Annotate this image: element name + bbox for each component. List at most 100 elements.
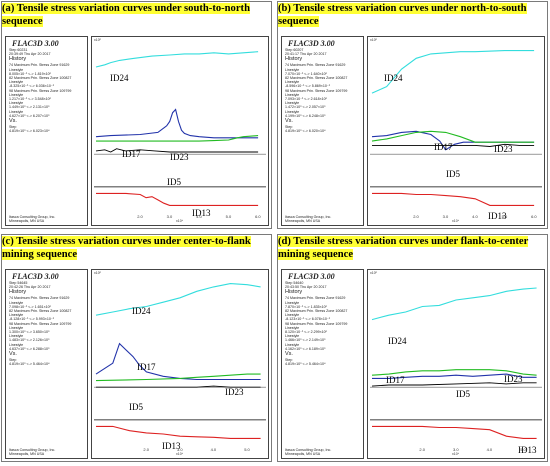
history-line: -8.596×10⁻¹ <-> 5.869×10⁻¹ <box>285 84 330 89</box>
series-label-id13: ID13 <box>488 211 507 221</box>
history-line: Linestyle <box>285 334 300 339</box>
software-name: FLAC3D 3.00 <box>12 272 59 281</box>
x-tick-label: 3.0 <box>443 214 449 219</box>
series-label-id23: ID23 <box>504 374 523 384</box>
x-tick-label: 2.0 <box>413 214 419 219</box>
chart-panel-0: (a) Tensile stress variation curves unde… <box>1 1 272 229</box>
history-line: 4.627×10⁰ <-> 6.207×10⁰ <box>9 113 50 118</box>
series-label-id23: ID23 <box>225 387 244 397</box>
chart-panel-3: (d) Tensile stress variation curves unde… <box>277 234 548 462</box>
history-line: 74 Maximum Prin. Stress Zone 91629 <box>9 296 70 301</box>
x-exponent: x10⁴ <box>176 452 184 456</box>
x-exponent: x10⁴ <box>452 452 460 456</box>
series-line-id24 <box>371 50 535 94</box>
panel-caption: (d) Tensile stress variation curves unde… <box>278 235 547 269</box>
series-line-id24 <box>371 287 537 321</box>
timestamp: 20:42:26 Thu Apr 20 2017 <box>9 285 51 290</box>
history-heading: History <box>9 289 27 296</box>
history-line: 1.449×10⁰ <-> 2.131×10⁰ <box>9 105 50 110</box>
software-name: FLAC3D 3.00 <box>288 272 335 281</box>
series-line-id5 <box>372 143 535 147</box>
history-line: 98 Maximum Prin. Stress Zone 109799 <box>9 88 72 93</box>
chart-panel-1: (b) Tensile stress variation curves unde… <box>277 1 548 229</box>
legend-sidebar: FLAC3D 3.00 Step 60231 20:39:49 Thu Apr … <box>5 36 88 226</box>
series-line-id17 <box>95 342 261 381</box>
series-line-id17 <box>95 108 259 139</box>
x-tick-label: 4.0 <box>196 214 202 219</box>
history-line: Linestyle <box>9 342 24 347</box>
history-line: 98 Maximum Prin. Stress Zone 109799 <box>9 321 72 326</box>
history-line: Linestyle <box>9 109 24 114</box>
software-name: FLAC3D 3.00 <box>12 39 59 48</box>
series-label-id13: ID13 <box>162 441 181 451</box>
vendor-footer: Itasca Consulting Group, Inc. Minneapoli… <box>9 448 55 456</box>
vs-heading: Vs. <box>285 351 293 358</box>
step-count: Step 54640 <box>285 281 304 285</box>
timestamp: 20:43:50 Thu Apr 20 2017 <box>285 285 327 290</box>
vs-line: 4.819×10⁰ <-> 6.023×10⁴ <box>9 129 50 134</box>
legend-sidebar: FLAC3D 3.00 Step 54640 20:43:50 Thu Apr … <box>281 269 364 459</box>
vs-heading: Vs. <box>9 351 17 358</box>
caption-text: (b) Tensile stress variation curves unde… <box>278 3 527 27</box>
legend-sidebar: FLAC3D 3.00 Step 60207 20:41:17 Thu Apr … <box>281 36 364 226</box>
history-line: 82 Maximum Prin. Stress Zone 100827 <box>9 309 72 314</box>
step-count: Step 54645 <box>9 281 28 285</box>
series-label-id24: ID24 <box>384 73 403 83</box>
history-line: Linestyle <box>285 300 300 305</box>
plot-area: 2.0 3.0 4.0 5.0 ID24 ID17 ID23 ID5 ID13 x10⁰ x10… <box>91 269 269 459</box>
vendor-name: Itasca Consulting Group, Inc. <box>285 447 332 452</box>
vs-line: 4.819×10⁰ <-> 6.020×10⁴ <box>285 129 326 134</box>
history-line: Linestyle <box>285 109 300 114</box>
vendor-name: Itasca Consulting Group, Inc. <box>285 214 332 219</box>
series-label-id17: ID17 <box>434 142 453 152</box>
panel-caption: (c) Tensile stress variation curves unde… <box>2 235 271 269</box>
history-line: Linestyle <box>285 342 300 347</box>
history-heading: History <box>9 56 27 63</box>
x-tick-label: 5.0 <box>226 214 232 219</box>
history-line: 82 Maximum Prin. Stress Zone 100827 <box>9 76 72 81</box>
vs-heading: Vs. <box>285 118 293 125</box>
x-tick-label: 4.0 <box>487 447 493 452</box>
x-tick-label: 6.0 <box>255 214 261 219</box>
history-heading: History <box>285 56 303 63</box>
vs-line: 4.819×10⁰ <-> 5.464×10⁴ <box>9 362 50 367</box>
history-line: 7.870×10⁻¹ <-> 1.835×10⁰ <box>285 304 328 309</box>
x-tick-label: 2.0 <box>143 447 149 452</box>
history-heading: History <box>285 289 303 296</box>
plot-svg: 2.0 3.0 4.0 5.0 6.0 ID24 ID17 ID23 ID5 ID13 <box>94 51 266 219</box>
series-line-id5 <box>371 382 537 387</box>
series-line-id13 <box>96 425 261 439</box>
series-label-id23: ID23 <box>494 144 513 154</box>
x-tick-label: 2.0 <box>419 447 425 452</box>
history-line: 1.472×10⁰ <-> 2.057×10⁰ <box>285 105 326 110</box>
history-line: Linestyle <box>9 80 24 85</box>
chart-panel-2: (c) Tensile stress variation curves unde… <box>1 234 272 462</box>
series-line-id23 <box>96 135 259 142</box>
step-count: Step 60207 <box>285 48 304 52</box>
history-line: 8.120×10⁻¹ <-> 2.299×10⁰ <box>285 330 328 335</box>
history-line: 7.093×10⁻¹ <-> 2.618×10⁰ <box>285 97 328 102</box>
x-tick-label: 3.0 <box>167 214 173 219</box>
vs-line: Step <box>285 125 293 130</box>
series-label-id13: ID13 <box>192 208 211 218</box>
vendor-location: Minneapolis, MN USA <box>9 451 45 456</box>
history-line: Linestyle <box>9 300 24 305</box>
series-label-id5: ID5 <box>167 177 181 187</box>
series-line-id23 <box>95 373 261 382</box>
step-count: Step 60231 <box>9 48 28 52</box>
history-line: 4.199×10⁰ <-> 6.248×10⁰ <box>285 113 326 118</box>
series-label-id24: ID24 <box>132 306 151 316</box>
history-line: Linestyle <box>285 92 300 97</box>
plot-svg: 2.0 3.0 4.0 5.0 ID24 ID17 ID23 ID5 ID13 <box>370 287 542 455</box>
x-exponent: x10⁴ <box>452 219 460 223</box>
history-line: 1.466×10⁰ <-> 2.149×10⁰ <box>285 338 326 343</box>
series-label-id24: ID24 <box>110 73 129 83</box>
vendor-location: Minneapolis, MN USA <box>9 218 45 223</box>
history-line: 1.300×10⁰ <-> 3.650×10⁰ <box>9 330 50 335</box>
history-line: 74 Maximum Prin. Stress Zone 91629 <box>285 63 346 68</box>
y-exponent: x10⁰ <box>370 38 378 42</box>
x-tick-label: 6.0 <box>531 214 537 219</box>
plot-svg: 2.0 3.0 4.0 5.0 ID24 ID17 ID23 ID5 ID13 <box>94 283 266 452</box>
panel-caption: (a) Tensile stress variation curves unde… <box>2 2 271 36</box>
series-label-id5: ID5 <box>456 389 470 399</box>
